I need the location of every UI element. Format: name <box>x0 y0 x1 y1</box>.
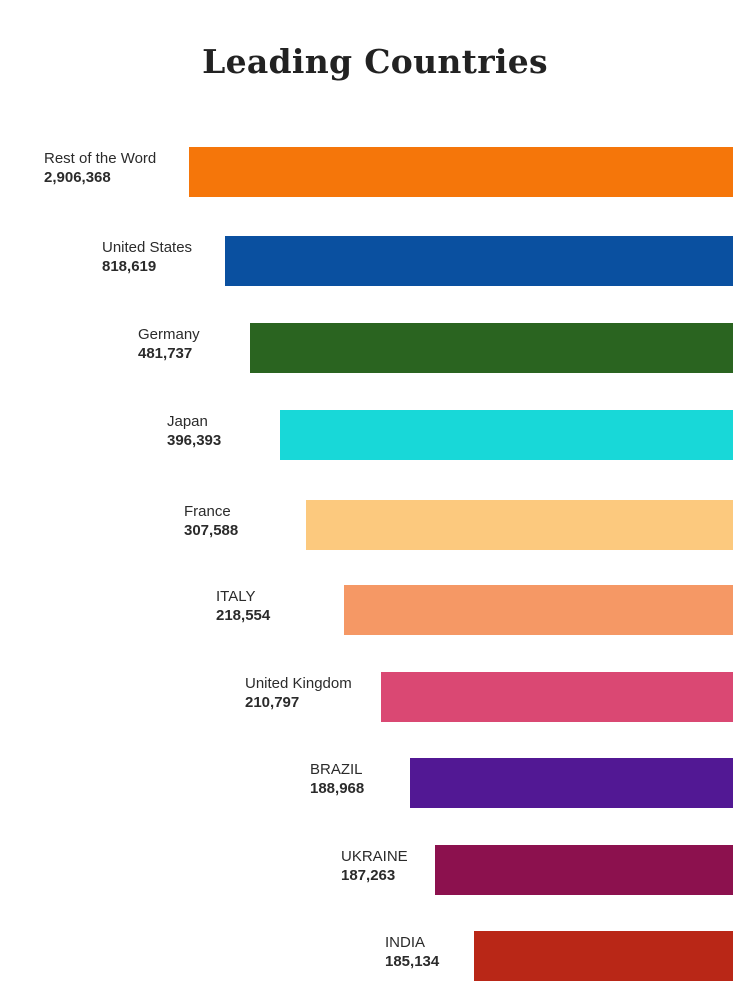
bar-france <box>306 500 733 550</box>
bar-label: UKRAINE 187,263 <box>341 847 408 885</box>
category-label: Japan <box>167 413 208 430</box>
category-label: United Kingdom <box>245 675 352 692</box>
category-label: United States <box>102 239 193 256</box>
bar-label: ITALY 218,554 <box>216 587 270 625</box>
bar-label: United States 818,619 <box>102 238 192 276</box>
bar-united-kingdom <box>381 672 733 722</box>
category-label: Rest of the Word <box>44 150 157 167</box>
value-label: 188,968 <box>310 780 365 797</box>
bar-united-states <box>225 236 733 286</box>
category-label: ITALY <box>216 588 256 605</box>
bar-label: BRAZIL 188,968 <box>310 760 364 798</box>
bar-ukraine <box>435 845 733 895</box>
bar-germany <box>250 323 733 373</box>
bar-label: United Kingdom 210,797 <box>245 674 352 712</box>
value-label: 187,263 <box>341 867 396 884</box>
bar-label: Japan 396,393 <box>167 412 221 450</box>
bar-brazil <box>410 758 733 808</box>
category-label: BRAZIL <box>310 761 363 778</box>
bar-india <box>474 931 733 981</box>
category-label: INDIA <box>385 934 426 951</box>
bar-italy <box>344 585 733 635</box>
bar-label: Rest of the Word 2,906,368 <box>44 149 156 187</box>
value-label: 210,797 <box>245 694 300 711</box>
bar-label: Germany 481,737 <box>138 325 200 363</box>
bar-rest-of-the-word <box>189 147 733 197</box>
value-label: 481,737 <box>138 345 193 362</box>
bar-label: INDIA 185,134 <box>385 933 439 971</box>
bar-japan <box>280 410 733 460</box>
value-label: 218,554 <box>216 607 271 624</box>
value-label: 185,134 <box>385 953 440 970</box>
category-label: France <box>184 503 231 520</box>
value-label: 818,619 <box>102 258 157 275</box>
value-label: 307,588 <box>184 522 239 539</box>
value-label: 2,906,368 <box>44 169 111 186</box>
category-label: Germany <box>138 326 200 343</box>
category-label: UKRAINE <box>341 848 408 865</box>
bar-label: France 307,588 <box>184 502 238 540</box>
value-label: 396,393 <box>167 432 222 449</box>
chart-title: Leading Countries <box>202 42 548 81</box>
